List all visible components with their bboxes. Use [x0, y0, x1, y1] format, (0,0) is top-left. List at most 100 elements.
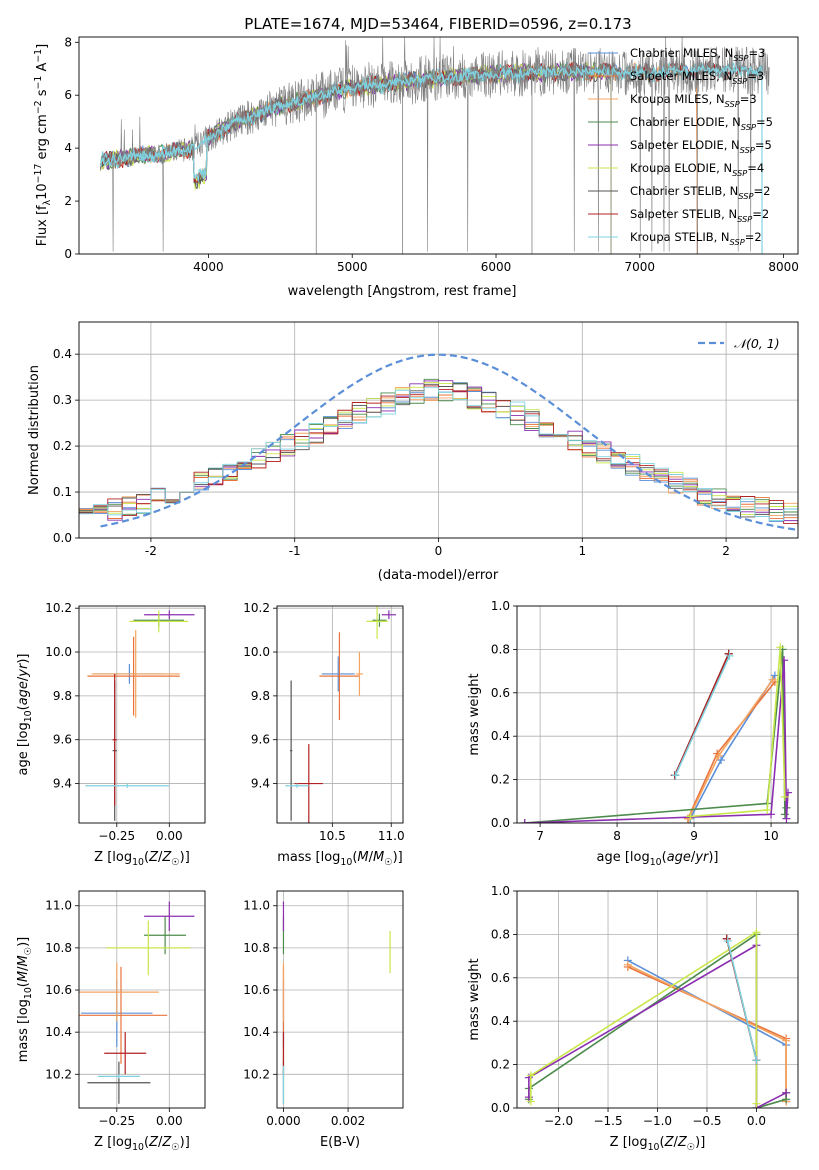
legend-entry: Kroupa MILES, NSSP=3 — [630, 92, 757, 109]
legend-entry: Chabrier ELODIE, NSSP=5 — [630, 115, 773, 132]
y-tick-label: 9.4 — [251, 777, 270, 791]
errorbar-kroupa_elodie — [106, 920, 191, 976]
mass-vs-ebv-panel: 0.000 0.002 10.2 10.4 10.6 10.8 11.0 E(B-V) — [243, 890, 404, 1150]
y-axis-label: mass [log10(M/M☉)] — [16, 937, 34, 1063]
y-tick-label: 0.3 — [53, 393, 72, 407]
x-axis-label: Z [log10(Z/Z☉)] — [94, 1135, 190, 1153]
x-tick-label: 8000 — [768, 260, 799, 274]
axes-frame — [78, 605, 206, 824]
x-axis-label: mass [log10(M/M☉)] — [277, 850, 403, 868]
y-tick-label: 10.4 — [45, 1025, 72, 1039]
axes-frame — [78, 36, 799, 255]
y-tick-label: 9.6 — [251, 733, 270, 747]
x-tick-label: 0.000 — [266, 1114, 300, 1128]
weight-line-kroupa_elodie — [530, 931, 758, 1104]
plot-area — [517, 891, 798, 1108]
age-vs-z-panel: −0.25 0.00 9.4 9.6 9.8 10.0 10.2 Z [log10(Z/Z☉)… — [16, 601, 206, 868]
y-tick-label: 9.8 — [251, 689, 270, 703]
weight-line-salpeter_stelib — [674, 653, 730, 776]
figure-title: PLATE=1674, MJD=53464, FIBERID=0596, z=0… — [244, 15, 631, 33]
x-axis-label: E(B-V) — [320, 1135, 360, 1150]
y-tick-label: 9.4 — [53, 777, 72, 791]
y-tick-label: 6 — [64, 88, 72, 102]
weight-line-kroupa_stelib — [674, 655, 731, 776]
legend-entry: Chabrier STELIB, NSSP=2 — [630, 184, 770, 201]
y-tick-label: 0.0 — [491, 1101, 510, 1115]
x-tick-label: −0.5 — [692, 1114, 721, 1128]
x-tick-label: 0.002 — [331, 1114, 365, 1128]
x-tick-label: 10 — [763, 829, 778, 843]
x-axis-label: (data-model)/error — [378, 568, 499, 583]
errorbar-salpeter_elodie — [144, 901, 195, 932]
y-tick-label: 9.8 — [53, 689, 72, 703]
weight-line-salpeter_elodie — [524, 659, 789, 823]
y-tick-label: 0.0 — [53, 531, 72, 545]
plot-area — [79, 891, 205, 1108]
errorbar-salpeter_elodie — [381, 610, 396, 620]
errorbar-salpeter_miles — [319, 632, 360, 720]
axes-frame — [516, 605, 799, 824]
errorbar-chabrier_elodie — [144, 916, 187, 955]
y-tick-label: 0.2 — [491, 1058, 510, 1072]
x-tick-label: 0.00 — [156, 829, 183, 843]
axes-frame — [276, 890, 404, 1109]
x-tick-label: 0.00 — [156, 1114, 183, 1128]
errorbar-salpeter_stelib — [112, 673, 117, 806]
errorbar-kroupa_elodie — [366, 606, 388, 639]
x-tick-label: 10.5 — [319, 829, 346, 843]
x-axis-label: age [log10(age/yr)] — [596, 850, 718, 868]
errorbar-kroupa_stelib — [85, 783, 170, 788]
x-tick-label: 6000 — [481, 260, 512, 274]
y-tick-label: 10.8 — [243, 941, 270, 955]
legend-entry: Salpeter ELODIE, NSSP=5 — [630, 138, 772, 155]
y-tick-label: 10.0 — [243, 645, 270, 659]
weight-vs-age-panel: 7 8 9 10 0.0 0.2 0.4 0.6 0.8 1.0 age [log10(age/yr… — [467, 599, 799, 868]
y-tick-label: 10.4 — [243, 1025, 270, 1039]
y-axis-label: age [log10(age/yr)] — [16, 653, 34, 775]
y-tick-label: 0.8 — [491, 642, 510, 656]
y-tick-label: 0.6 — [491, 686, 510, 700]
legend: Chabrier MILES, NSSP=3 Salpeter MILES, NS… — [588, 46, 773, 247]
x-tick-label: 5000 — [337, 260, 368, 274]
errorbar-kroupa_stelib — [97, 1074, 140, 1079]
y-tick-label: 1.0 — [491, 884, 510, 898]
y-tick-label: 0.4 — [53, 347, 72, 361]
x-tick-label: −1.5 — [593, 1114, 622, 1128]
x-tick-label: -1 — [289, 544, 301, 558]
gaussian-curve — [100, 353, 798, 532]
errorbar-chabrier_elodie — [372, 613, 387, 627]
errorbar-chabrier_stelib — [87, 1061, 151, 1104]
x-axis-label: Z [log10(Z/Z☉)] — [610, 1135, 706, 1153]
weight-line-kroupa_stelib — [726, 940, 758, 1061]
x-tick-label: 4000 — [193, 260, 224, 274]
y-tick-label: 0.1 — [53, 485, 72, 499]
x-tick-label: 8 — [613, 829, 621, 843]
y-tick-label: 10.2 — [45, 601, 72, 615]
x-tick-label: −2.0 — [544, 1114, 573, 1128]
x-tick-label: −1.0 — [643, 1114, 672, 1128]
x-axis-label: Z [log10(Z/Z☉)] — [94, 850, 190, 868]
y-axis-label: Flux [fλ10−17 erg cm−2 s−1 A−1] — [33, 44, 53, 246]
axes-frame — [516, 890, 799, 1109]
x-axis-label: wavelength [Angstrom, rest frame] — [288, 284, 517, 299]
weight-vs-z-panel: −2.0 −1.5 −1.0 −0.5 0.0 0.0 0.2 0.4 0.6 0.8 1.0 Z [… — [467, 884, 799, 1153]
legend: 𝒩(0, 1) — [698, 336, 780, 351]
x-tick-label: −0.25 — [98, 829, 135, 843]
model-spectrum-kroupa-stelib-top — [99, 65, 763, 167]
observed-spectrum — [100, 37, 770, 252]
legend-entry: Kroupa STELIB, NSSP=2 — [630, 230, 762, 247]
x-tick-label: -2 — [145, 544, 157, 558]
errorbar-chabrier_miles — [321, 656, 355, 692]
x-tick-label: 7 — [536, 829, 544, 843]
plot-area — [517, 606, 798, 823]
y-tick-label: 2 — [64, 194, 72, 208]
x-tick-label: 0.0 — [747, 1114, 766, 1128]
y-tick-label: 0.4 — [491, 1014, 510, 1028]
errorbar-salpeter_miles — [87, 636, 180, 716]
y-axis-label: Normed distribution — [27, 365, 42, 495]
axes-frame — [78, 890, 206, 1109]
age-vs-mass-panel: 10.5 11.0 9.4 9.6 9.8 10.0 10.2 mass [log10(M/M… — [243, 601, 404, 868]
y-tick-label: 8 — [64, 35, 72, 49]
residuals-panel: -2 -1 0 1 2 0.0 0.1 0.2 0.3 0.4 𝒩(0, 1) (data-model… — [27, 321, 799, 583]
